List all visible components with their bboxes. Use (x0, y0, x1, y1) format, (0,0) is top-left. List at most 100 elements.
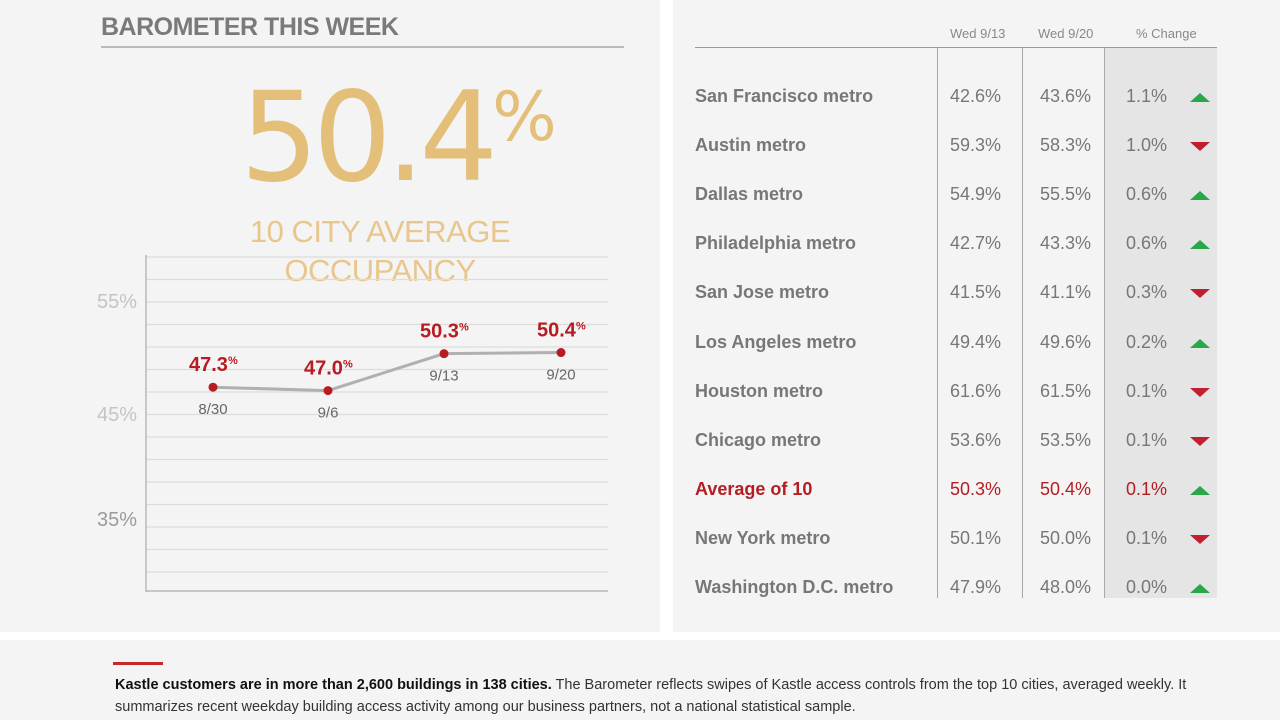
table-row: Los Angeles metro 49.4% 49.6% 0.2% (695, 332, 1220, 356)
triangle-down-icon (1190, 534, 1210, 544)
data-label: 50.4% (537, 320, 586, 342)
headline-label-line1: 10 CITY AVERAGE (249, 214, 511, 249)
footer-lead: Kastle customers are in more than 2,600 … (115, 677, 552, 693)
column-header-wed-913: Wed 9/13 (950, 26, 1006, 41)
value-wed-913: 42.6% (949, 86, 1001, 106)
table-row: Dallas metro 54.9% 55.5% 0.6% (695, 184, 1220, 208)
headline-number: 50.4 (240, 66, 498, 210)
value-wed-920: 55.5% (1039, 184, 1091, 205)
column-header-change: % Change (1136, 26, 1197, 41)
value-wed-913: 49.4% (949, 331, 1001, 352)
percent-change: 0.3% (1125, 282, 1167, 303)
value-wed-920: 61.5% (1039, 380, 1091, 401)
data-label-value: 50.4 (537, 320, 577, 342)
data-label-value: 50.3 (420, 321, 459, 343)
city-name: Chicago metro (695, 429, 822, 450)
table-row: San Jose metro 41.5% 41.1% 0.3% (695, 282, 1220, 306)
data-label: 50.3% (420, 321, 469, 343)
value-wed-913: 42.7% (949, 233, 1001, 254)
value-wed-920: 43.3% (1039, 233, 1091, 254)
percent-change: 0.2% (1125, 331, 1167, 352)
headline-unit: % (492, 78, 557, 157)
percent-change: 0.1% (1125, 429, 1167, 450)
footer-accent-bar (113, 662, 163, 665)
triangle-up-icon (1190, 191, 1210, 201)
city-name: San Jose metro (695, 282, 830, 303)
table-row: San Francisco metro 42.6% 43.6% 1.1% (695, 86, 1220, 110)
percent-change: 0.1% (1125, 527, 1167, 548)
table-header-rule (695, 47, 1217, 48)
data-label: 47.0% (304, 358, 353, 380)
data-point (556, 348, 566, 358)
footer-body: The Barometer reflects swipes of Kastle … (115, 677, 1187, 715)
percent-change: 0.1% (1125, 478, 1167, 499)
footer-note: Kastle customers are in more than 2,600 … (115, 674, 1225, 718)
value-wed-913: 41.5% (949, 282, 1001, 303)
x-tick-label: 9/20 (546, 367, 575, 384)
city-name: Dallas metro (695, 184, 804, 205)
value-wed-913: 53.6% (949, 429, 1001, 450)
table-row: Average of 10 50.3% 50.4% 0.1% (695, 479, 1220, 503)
table-row: Houston metro 61.6% 61.5% 0.1% (695, 381, 1220, 405)
percent-change: 0.1% (1125, 380, 1167, 401)
value-wed-920: 53.5% (1039, 429, 1091, 450)
city-name: Average of 10 (695, 478, 813, 499)
chart-series: 47.3% 8/30 47.0% 9/6 50.3% 9/13 50.4% 9/20 (189, 320, 586, 422)
chart-y-ticks: 55% 45% 35% (97, 291, 137, 531)
y-tick-label: 35% (97, 509, 137, 531)
series-line (212, 351, 562, 393)
data-point (439, 349, 449, 359)
value-wed-920: 50.4% (1039, 478, 1091, 499)
triangle-up-icon (1190, 93, 1210, 102)
value-wed-913: 50.1% (949, 527, 1001, 548)
footer-panel (0, 640, 1280, 720)
percent-change: 1.0% (1125, 135, 1167, 156)
table-row: New York metro 50.1% 50.0% 0.1% (695, 528, 1220, 552)
data-point (323, 386, 333, 396)
x-tick-label: 8/30 (198, 401, 227, 418)
column-divider (937, 48, 938, 598)
city-name: Washington D.C. metro (695, 577, 894, 597)
data-label: 47.3% (189, 354, 238, 376)
table-row: Austin metro 59.3% 58.3% 1.0% (695, 135, 1220, 159)
triangle-up-icon (1190, 240, 1210, 250)
value-wed-913: 61.6% (949, 380, 1001, 401)
headline-label-line2: OCCUPANCY (284, 253, 476, 288)
value-wed-913: 59.3% (949, 135, 1001, 156)
triangle-up-icon (1190, 584, 1210, 593)
table-row: Washington D.C. metro 47.9% 48.0% 0.0% (695, 577, 1220, 601)
triangle-up-icon (1190, 338, 1210, 348)
title-divider (101, 46, 624, 48)
column-divider (1104, 48, 1105, 598)
y-tick-label: 45% (97, 404, 137, 426)
triangle-up-icon (1190, 485, 1210, 495)
value-wed-920: 48.0% (1039, 577, 1091, 597)
chart-grid (145, 255, 608, 592)
value-wed-913: 54.9% (949, 184, 1001, 205)
triangle-down-icon (1190, 289, 1210, 299)
percent-change: 0.0% (1125, 577, 1167, 597)
city-name: Austin metro (695, 135, 807, 156)
city-name: New York metro (695, 527, 831, 548)
percent-change: 1.1% (1125, 86, 1167, 106)
data-label-value: 47.3 (189, 354, 228, 376)
column-divider (1022, 48, 1023, 598)
data-label-unit: % (459, 322, 469, 334)
table-row: Chicago metro 53.6% 53.5% 0.1% (695, 430, 1220, 454)
column-header-wed-920: Wed 9/20 (1038, 26, 1094, 41)
city-name: San Francisco metro (695, 86, 874, 106)
change-column-shade (1104, 48, 1217, 598)
data-label-unit: % (576, 321, 586, 333)
value-wed-913: 47.9% (949, 577, 1001, 597)
headline-value: 50.4% (240, 76, 557, 200)
x-tick-label: 9/13 (429, 368, 458, 385)
page-title: BAROMETER THIS WEEK (101, 13, 399, 41)
percent-change: 0.6% (1125, 233, 1167, 254)
value-wed-920: 49.6% (1039, 331, 1091, 352)
data-label-unit: % (343, 359, 353, 371)
y-tick-label: 55% (97, 291, 137, 313)
city-name: Philadelphia metro (695, 233, 857, 254)
table-row: Philadelphia metro 42.7% 43.3% 0.6% (695, 233, 1220, 257)
value-wed-920: 41.1% (1039, 282, 1091, 303)
triangle-down-icon (1190, 436, 1210, 446)
